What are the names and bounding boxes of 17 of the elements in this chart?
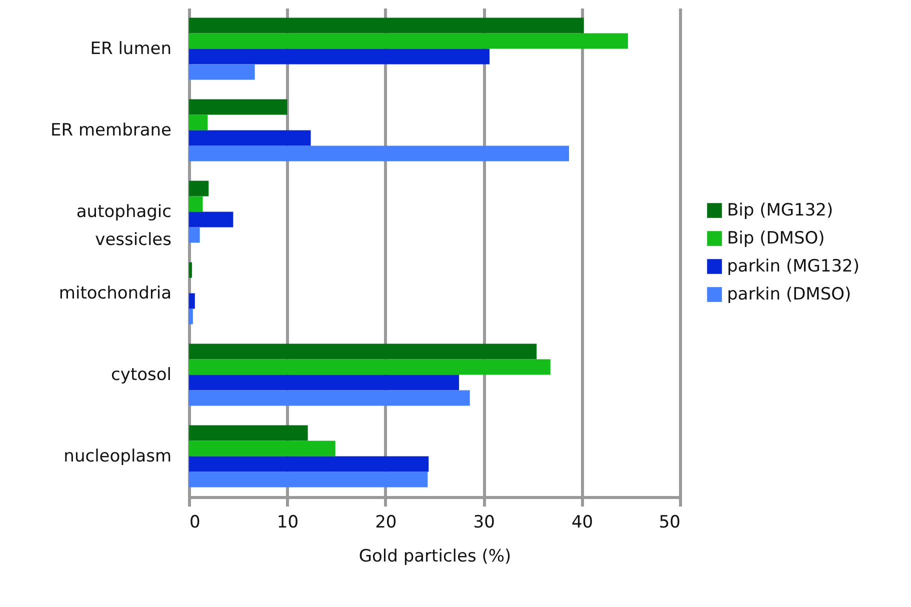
x-tick-label: 0 [190, 512, 200, 532]
x-tick-label: 20 [375, 512, 397, 532]
y-tick-label: ER lumen [90, 38, 172, 59]
x-tick-label: 10 [276, 512, 299, 532]
legend-label: parkin (MG132) [727, 256, 860, 276]
legend-label: Bip (DMSO) [727, 228, 825, 248]
y-tick-label: ER membrane [50, 120, 172, 140]
x-axis-title: Gold particles (%) [358, 546, 512, 566]
y-tick-label: cytosol [111, 364, 172, 385]
x-tick-label: 30 [473, 512, 495, 532]
x-tick-label: 50 [658, 512, 680, 532]
y-tick-label: autophagic vessicles [76, 202, 172, 250]
legend-label: Bip (MG132) [727, 200, 834, 220]
x-tick-label: 40 [571, 512, 594, 532]
y-tick-label: nucleoplasm [64, 446, 172, 466]
legend-label: parkin (DMSO) [727, 284, 852, 304]
y-tick-label: mitochondria [58, 283, 172, 304]
